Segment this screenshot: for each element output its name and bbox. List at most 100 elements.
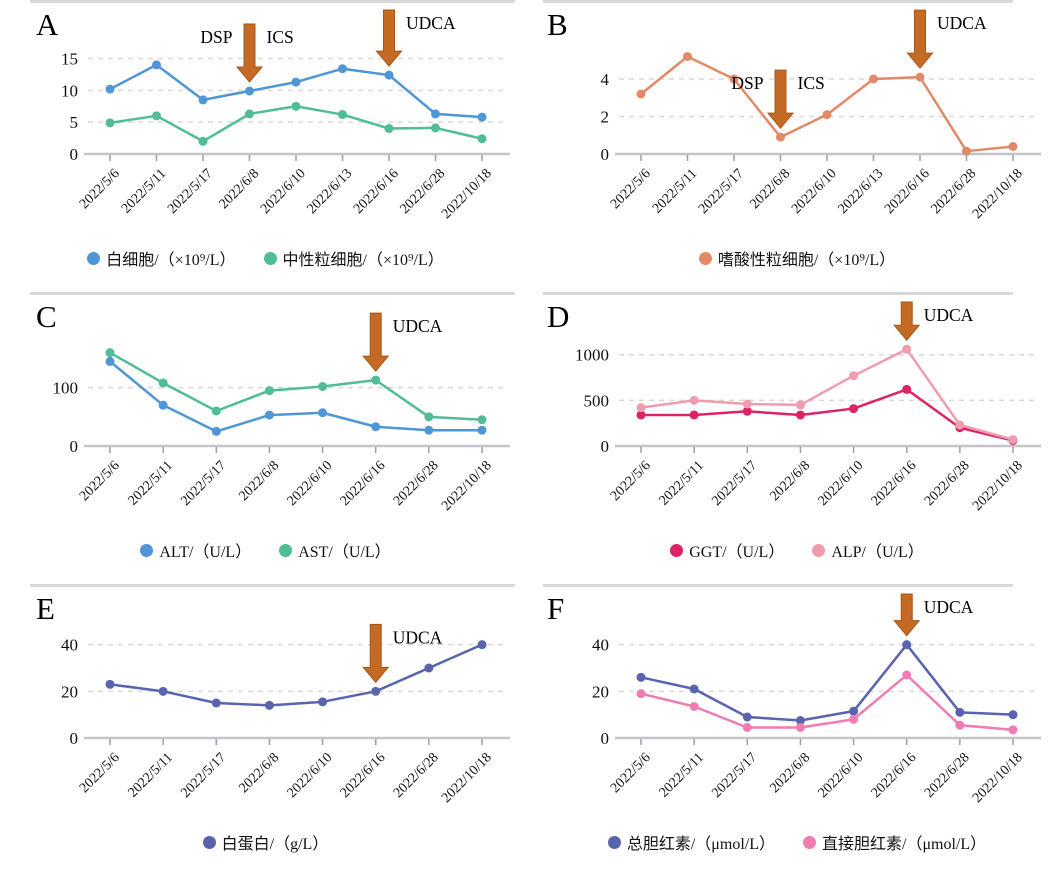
data-point — [338, 64, 347, 74]
series-line-1 — [639, 388, 1015, 442]
panel-top-divider — [30, 0, 515, 3]
series-line-1 — [639, 55, 1015, 153]
legend-label: ALP/（U/L） — [831, 544, 924, 561]
legend: 嗜酸性粒细胞/（×10⁹/L） — [531, 246, 1063, 270]
series-line-1 — [639, 643, 1015, 722]
data-point — [198, 136, 208, 146]
data-point — [776, 132, 785, 142]
data-point — [849, 404, 859, 414]
annotation-label-right: UDCA — [393, 627, 443, 647]
annotation-label-right: UDCA — [937, 13, 987, 33]
legend-dot-icon — [670, 543, 684, 557]
legend-dot-icon — [279, 543, 293, 557]
data-point — [902, 640, 912, 650]
data-point — [902, 344, 912, 354]
annotation-label-left: DSP — [200, 27, 232, 47]
legend-item: 中性粒细胞/（×10⁹/L） — [263, 246, 444, 270]
data-point — [849, 706, 859, 716]
panel-B: B 0 2 4 2022/5/6 2022/5/11 2022/5/17 2022/6/8 20… — [531, 0, 1063, 292]
treatment-arrow-icon — [906, 9, 934, 69]
y-tick-label: 20 — [592, 682, 609, 701]
series-line-1 — [108, 643, 484, 707]
data-point — [211, 426, 221, 436]
data-point — [1008, 710, 1018, 720]
data-point — [955, 720, 965, 730]
legend: GGT/（U/L） ALP/（U/L） — [531, 538, 1063, 562]
x-tick-label: 2022/6/16 — [338, 458, 389, 509]
data-point — [955, 420, 965, 430]
x-tick-label: 2022/5/17 — [178, 458, 229, 509]
panel-letter: C — [36, 299, 57, 334]
annotation-label-right: UDCA — [924, 305, 974, 325]
data-point — [915, 72, 925, 82]
y-tick-label: 2 — [601, 108, 610, 127]
x-tick-label: 2022/10/18 — [439, 458, 495, 514]
data-point — [198, 95, 208, 105]
x-tick-label: 2022/6/28 — [922, 458, 973, 509]
x-tick-label: 2022/6/8 — [217, 166, 263, 212]
x-tick-label: 2022/6/10 — [285, 458, 336, 509]
treatment-arrow-icon — [362, 623, 390, 684]
x-tick-label: 2022/6/8 — [748, 166, 794, 212]
data-point — [152, 60, 161, 70]
panel-top-divider — [543, 584, 1013, 587]
data-point — [158, 378, 168, 388]
legend-item: GGT/（U/L） — [670, 538, 784, 562]
x-tick-label: 2022/5/17 — [178, 750, 229, 801]
x-tick-label: 2022/6/10 — [789, 166, 840, 217]
x-tick-label: 2022/10/18 — [970, 458, 1026, 514]
legend-item: AST/（U/L） — [279, 538, 391, 562]
annotation-label-right: ICS — [798, 73, 825, 93]
panel-top-divider — [30, 292, 515, 295]
data-point — [795, 410, 805, 420]
legend-item: ALP/（U/L） — [812, 538, 924, 562]
data-point — [158, 686, 168, 696]
x-tick-label: 2022/5/11 — [657, 750, 707, 800]
legend-item: 嗜酸性粒细胞/（×10⁹/L） — [698, 246, 896, 270]
legend-label: 中性粒细胞/（×10⁹/L） — [282, 252, 444, 269]
data-point — [689, 410, 699, 420]
data-point — [636, 89, 646, 99]
panel-top-divider — [543, 0, 1013, 3]
data-point — [689, 702, 699, 711]
panel-E: E 0 20 40 2022/5/6 2022/5/11 2022/5/17 2022/6/8… — [0, 584, 531, 875]
legend-dot-icon — [812, 543, 826, 557]
data-point — [318, 408, 328, 418]
data-point — [962, 146, 971, 156]
x-tick-label: 2022/6/10 — [816, 750, 867, 801]
data-point — [477, 425, 487, 435]
legend-item: ALT/（U/L） — [140, 538, 251, 562]
data-point — [158, 400, 168, 410]
data-point — [384, 70, 394, 80]
legend: 白细胞/（×10⁹/L） 中性粒细胞/（×10⁹/L） — [0, 246, 531, 270]
treatment-arrow-icon — [235, 23, 264, 83]
legend-item: 白蛋白/（g/L） — [202, 830, 328, 854]
x-tick-label: 2022/5/6 — [77, 750, 123, 796]
x-tick-label: 2022/6/28 — [922, 750, 973, 801]
legend-label: 嗜酸性粒细胞/（×10⁹/L） — [717, 252, 896, 269]
data-point — [371, 422, 381, 432]
x-tick-label: 2022/10/18 — [970, 750, 1026, 806]
data-point — [477, 415, 487, 425]
x-tick-label: 2022/5/11 — [119, 166, 169, 216]
data-point — [795, 716, 805, 725]
x-tick-label: 2022/5/11 — [126, 750, 176, 800]
legend-dot-icon — [698, 251, 712, 265]
data-point — [683, 52, 692, 61]
series-line-2 — [639, 673, 1015, 732]
x-tick-label: 2022/6/16 — [882, 166, 933, 217]
data-point — [636, 403, 646, 413]
series-line-2 — [639, 347, 1015, 441]
data-point — [105, 118, 115, 128]
legend-dot-icon — [87, 251, 101, 265]
data-point — [105, 356, 115, 366]
y-tick-label: 100 — [53, 379, 79, 398]
data-point — [338, 110, 347, 120]
data-point — [477, 134, 487, 144]
y-tick-label: 0 — [70, 145, 79, 164]
legend-item: 白细胞/（×10⁹/L） — [87, 246, 236, 270]
y-tick-label: 10 — [61, 81, 78, 100]
panel-A: A 0 5 10 15 2022/5/6 2022/5/11 2022/5/17 2022/6/… — [0, 0, 531, 292]
y-tick-label: 0 — [601, 437, 610, 456]
